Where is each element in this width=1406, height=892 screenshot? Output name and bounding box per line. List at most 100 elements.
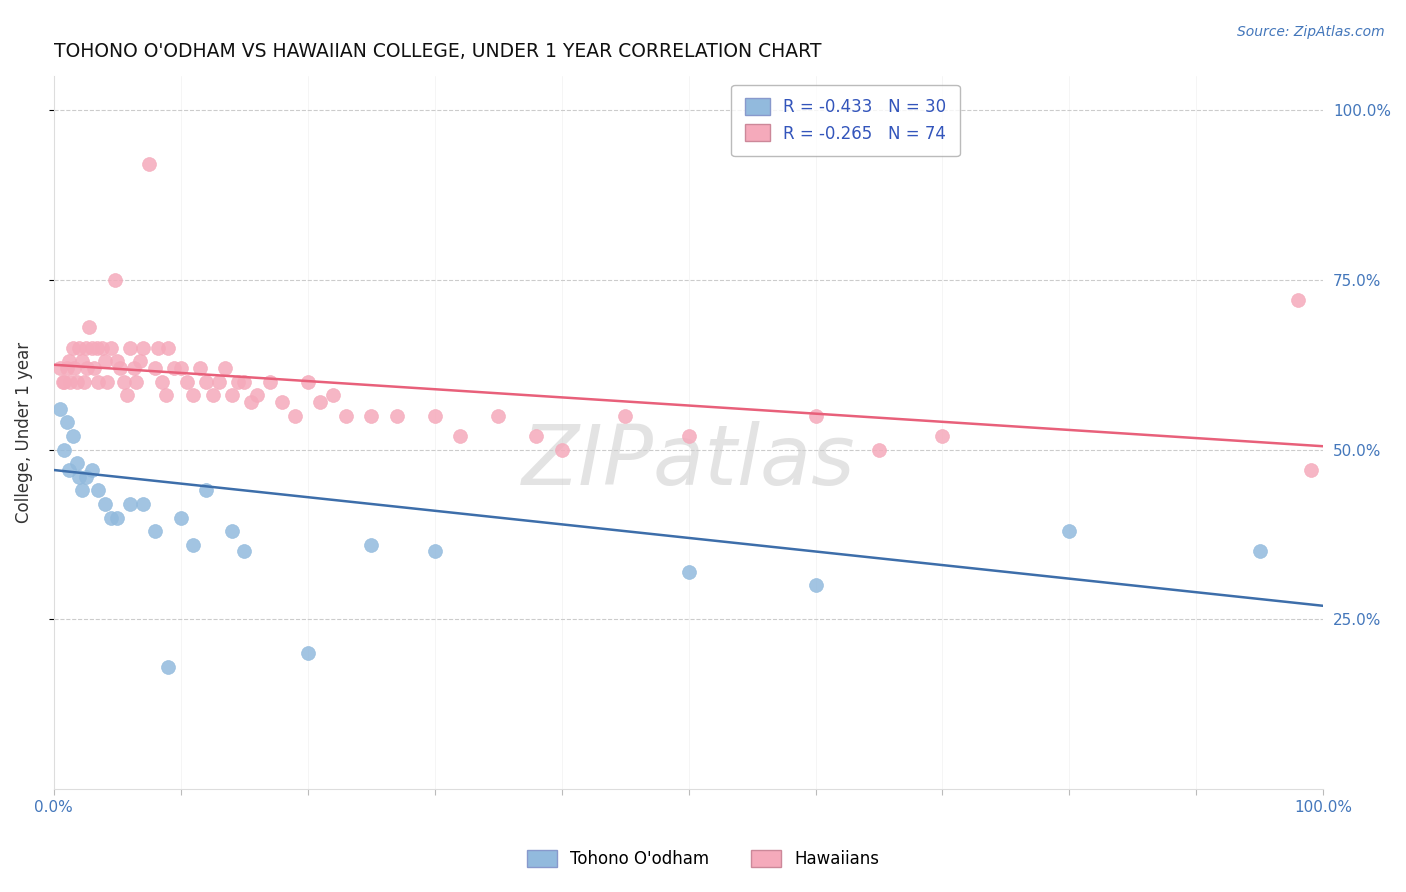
Point — [804, 409, 827, 423]
Point — [214, 361, 236, 376]
Point — [87, 483, 110, 498]
Point — [49, 361, 72, 376]
Point — [67, 470, 90, 484]
Point — [70, 354, 93, 368]
Point — [163, 361, 186, 376]
Point — [486, 409, 509, 423]
Point — [62, 429, 84, 443]
Point — [335, 409, 357, 423]
Point — [104, 273, 127, 287]
Point — [157, 341, 180, 355]
Point — [53, 375, 76, 389]
Point — [195, 483, 218, 498]
Point — [146, 341, 169, 355]
Point — [86, 341, 108, 355]
Point — [157, 660, 180, 674]
Point — [62, 341, 84, 355]
Point — [449, 429, 471, 443]
Point — [271, 395, 294, 409]
Point — [66, 375, 89, 389]
Point — [183, 388, 205, 402]
Point — [80, 341, 103, 355]
Point — [125, 375, 148, 389]
Point — [360, 538, 382, 552]
Point — [105, 354, 128, 368]
Point — [155, 388, 177, 402]
Point — [58, 463, 80, 477]
Point — [96, 375, 118, 389]
Point — [108, 361, 131, 376]
Point — [208, 375, 231, 389]
Point — [246, 388, 269, 402]
Point — [385, 409, 408, 423]
Point — [239, 395, 262, 409]
Point — [70, 483, 93, 498]
Point — [145, 524, 167, 538]
Point — [284, 409, 307, 423]
Point — [614, 409, 637, 423]
Point — [195, 375, 218, 389]
Point — [83, 361, 105, 376]
Legend: R = -0.433   N = 30, R = -0.265   N = 74: R = -0.433 N = 30, R = -0.265 N = 74 — [731, 85, 959, 156]
Point — [423, 409, 446, 423]
Point — [55, 416, 77, 430]
Point — [1249, 544, 1271, 558]
Point — [100, 510, 122, 524]
Point — [75, 470, 97, 484]
Point — [117, 388, 139, 402]
Point — [91, 341, 114, 355]
Point — [170, 510, 193, 524]
Point — [297, 375, 319, 389]
Point — [221, 388, 243, 402]
Point — [87, 375, 110, 389]
Point — [1286, 293, 1309, 308]
Point — [131, 341, 153, 355]
Point — [93, 354, 115, 368]
Point — [52, 375, 75, 389]
Point — [118, 341, 141, 355]
Point — [138, 157, 160, 171]
Point — [73, 375, 96, 389]
Point — [150, 375, 173, 389]
Point — [233, 544, 256, 558]
Point — [66, 456, 89, 470]
Point — [931, 429, 953, 443]
Point — [804, 578, 827, 592]
Point — [309, 395, 332, 409]
Point — [58, 354, 80, 368]
Point — [678, 565, 700, 579]
Point — [59, 375, 82, 389]
Point — [259, 375, 281, 389]
Point — [131, 497, 153, 511]
Point — [221, 524, 243, 538]
Point — [170, 361, 193, 376]
Point — [297, 646, 319, 660]
Point — [201, 388, 224, 402]
Point — [122, 361, 145, 376]
Point — [176, 375, 198, 389]
Point — [678, 429, 700, 443]
Point — [423, 544, 446, 558]
Point — [233, 375, 256, 389]
Point — [55, 361, 77, 376]
Point — [188, 361, 211, 376]
Point — [1299, 463, 1322, 477]
Point — [360, 409, 382, 423]
Text: Source: ZipAtlas.com: Source: ZipAtlas.com — [1237, 25, 1385, 39]
Point — [550, 442, 572, 457]
Point — [226, 375, 249, 389]
Point — [1059, 524, 1081, 538]
Point — [63, 361, 86, 376]
Point — [105, 510, 128, 524]
Point — [49, 401, 72, 416]
Point — [93, 497, 115, 511]
Point — [75, 341, 97, 355]
Point — [79, 320, 101, 334]
Y-axis label: College, Under 1 year: College, Under 1 year — [15, 343, 32, 524]
Point — [67, 341, 90, 355]
Point — [868, 442, 890, 457]
Point — [524, 429, 547, 443]
Point — [118, 497, 141, 511]
Point — [112, 375, 135, 389]
Point — [183, 538, 205, 552]
